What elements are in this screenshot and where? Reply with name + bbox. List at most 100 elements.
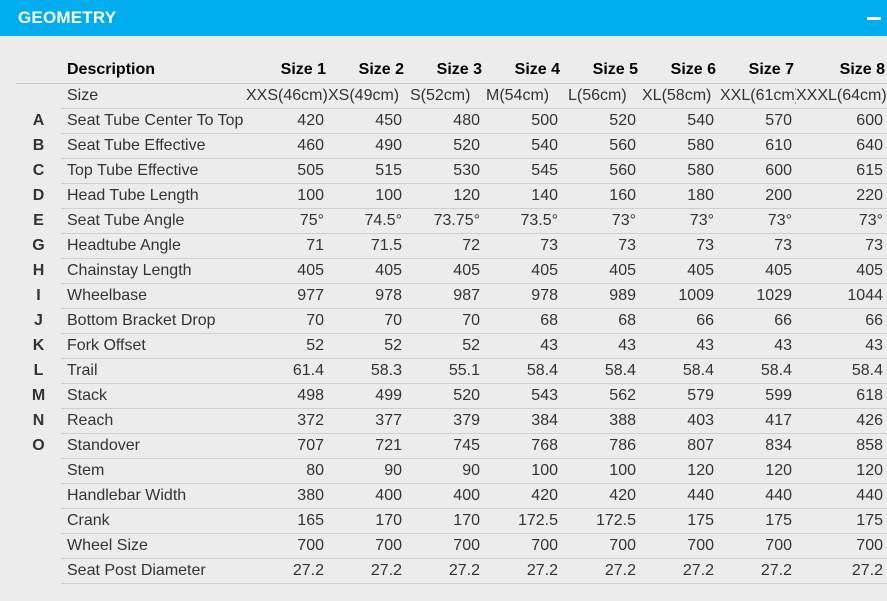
cell-value: 400 — [406, 483, 484, 509]
cell-value: 420 — [484, 483, 562, 509]
cell-value: 43 — [562, 333, 640, 359]
cell-value: 43 — [640, 333, 718, 359]
geometry-table: Description Size 1 Size 2 Size 3 Size 4 … — [16, 58, 887, 584]
cell-value: 61.4 — [246, 358, 328, 384]
cell-value: 700 — [562, 533, 640, 559]
cell-value: 74.5° — [328, 208, 406, 234]
cell-value: 417 — [718, 408, 796, 434]
cell-value: 73 — [562, 233, 640, 259]
size-value: XXXL(64cm) — [796, 83, 887, 109]
cell-value: 858 — [796, 433, 887, 459]
cell-value: 515 — [328, 158, 406, 184]
row-label: Wheelbase — [61, 283, 246, 309]
row-label: Standover — [61, 433, 246, 459]
table-row: O Standover 707 721 745 768 786 807 834 858 — [16, 433, 887, 459]
size-header: Size 1 — [246, 58, 328, 84]
cell-value: 499 — [328, 383, 406, 409]
row-label: Crank — [61, 508, 246, 534]
cell-value: 834 — [718, 433, 796, 459]
cell-value: 1044 — [796, 283, 887, 309]
cell-value: 599 — [718, 383, 796, 409]
size-value: S(52cm) — [406, 83, 484, 109]
cell-value: 700 — [246, 533, 328, 559]
cell-value: 520 — [562, 108, 640, 134]
cell-value: 700 — [406, 533, 484, 559]
table-row: I Wheelbase 977 978 987 978 989 1009 1029 1044 — [16, 283, 887, 309]
cell-value: 90 — [328, 458, 406, 484]
size-value: XXS(46cm) — [246, 83, 328, 109]
cell-value: 570 — [718, 108, 796, 134]
cell-value: 807 — [640, 433, 718, 459]
row-letter: L — [33, 361, 44, 379]
cell-value: 172.5 — [562, 508, 640, 534]
cell-value: 58.4 — [484, 358, 562, 384]
cell-value: 73° — [562, 208, 640, 234]
table-row: E Seat Tube Angle 75° 74.5° 73.75° 73.5° 73° 73… — [16, 208, 887, 234]
table-row: J Bottom Bracket Drop 70 70 70 68 68 66 66 66 — [16, 308, 887, 334]
cell-value: 73.75° — [406, 208, 484, 234]
cell-value: 460 — [246, 133, 328, 159]
cell-value: 100 — [328, 183, 406, 209]
cell-value: 505 — [246, 158, 328, 184]
table-row: Seat Post Diameter 27.2 27.2 27.2 27.2 27.2 27… — [16, 558, 887, 584]
cell-value: 560 — [562, 133, 640, 159]
size-header: Size 8 — [796, 58, 887, 84]
size-header: Size 6 — [640, 58, 718, 84]
cell-value: 120 — [406, 183, 484, 209]
cell-value: 405 — [406, 258, 484, 284]
row-label: Top Tube Effective — [61, 158, 246, 184]
table-row: Wheel Size 700 700 700 700 700 700 700 700 — [16, 533, 887, 559]
row-label: Seat Tube Effective — [61, 133, 246, 159]
cell-value: 70 — [406, 308, 484, 334]
cell-value: 372 — [246, 408, 328, 434]
row-letter: E — [33, 211, 44, 229]
cell-value: 580 — [640, 133, 718, 159]
cell-value: 610 — [718, 133, 796, 159]
cell-value: 600 — [796, 108, 887, 134]
cell-value: 384 — [484, 408, 562, 434]
cell-value: 66 — [640, 308, 718, 334]
cell-value: 27.2 — [640, 558, 718, 584]
row-label: Stack — [61, 383, 246, 409]
row-label: Chainstay Length — [61, 258, 246, 284]
cell-value: 73° — [796, 208, 887, 234]
cell-value: 540 — [484, 133, 562, 159]
cell-value: 43 — [718, 333, 796, 359]
cell-value: 405 — [484, 258, 562, 284]
table-row: M Stack 498 499 520 543 562 579 599 618 — [16, 383, 887, 409]
cell-value: 80 — [246, 458, 328, 484]
cell-value: 52 — [246, 333, 328, 359]
cell-value: 377 — [328, 408, 406, 434]
cell-value: 58.3 — [328, 358, 406, 384]
size-row: Size XXS(46cm) XS(49cm) S(52cm) M(54cm) … — [16, 83, 887, 109]
table-row: G Headtube Angle 71 71.5 72 73 73 73 73 73 — [16, 233, 887, 259]
cell-value: 165 — [246, 508, 328, 534]
cell-value: 530 — [406, 158, 484, 184]
cell-value: 58.4 — [718, 358, 796, 384]
cell-value: 562 — [562, 383, 640, 409]
cell-value: 52 — [406, 333, 484, 359]
cell-value: 90 — [406, 458, 484, 484]
cell-value: 71.5 — [328, 233, 406, 259]
cell-value: 520 — [406, 133, 484, 159]
cell-value: 560 — [562, 158, 640, 184]
cell-value: 440 — [640, 483, 718, 509]
row-label: Trail — [61, 358, 246, 384]
size-header: Size 5 — [562, 58, 640, 84]
cell-value: 170 — [406, 508, 484, 534]
cell-value: 73 — [640, 233, 718, 259]
collapse-minus-icon[interactable] — [867, 17, 881, 20]
row-label: Seat Post Diameter — [61, 558, 246, 584]
table-row: Handlebar Width 380 400 400 420 420 440 440 440 — [16, 483, 887, 509]
cell-value: 73.5° — [484, 208, 562, 234]
section-title: GEOMETRY — [18, 8, 117, 27]
row-letter — [16, 83, 61, 108]
geometry-section-header[interactable]: GEOMETRY — [0, 0, 887, 36]
cell-value: 440 — [796, 483, 887, 509]
cell-value: 1009 — [640, 283, 718, 309]
cell-value: 72 — [406, 233, 484, 259]
row-label: Stem — [61, 458, 246, 484]
row-label: Bottom Bracket Drop — [61, 308, 246, 334]
cell-value: 768 — [484, 433, 562, 459]
cell-value: 490 — [328, 133, 406, 159]
